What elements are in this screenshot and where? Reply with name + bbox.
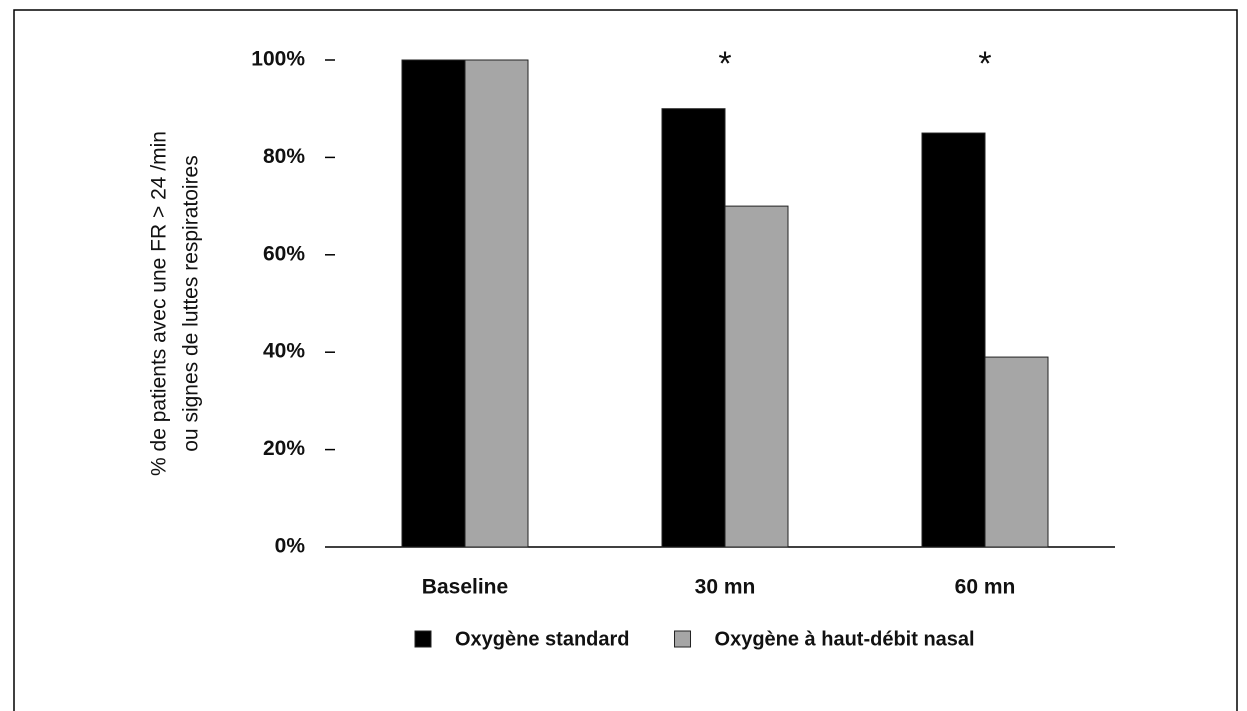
x-tick-label: 60 mn (955, 576, 1016, 599)
y-tick-label: 20% (263, 437, 305, 460)
y-tick-label: 60% (263, 242, 305, 265)
legend-swatch (674, 630, 692, 648)
bar (661, 108, 726, 548)
bar (464, 59, 529, 548)
legend-label: Oxygène standard (455, 628, 630, 650)
bar (921, 132, 986, 548)
y-tick-label: 40% (263, 340, 305, 363)
annotation: * (978, 45, 991, 83)
y-tick-label: 100% (251, 48, 305, 71)
bar (724, 205, 789, 548)
bar (401, 59, 466, 548)
x-tick-label: 30 mn (695, 576, 756, 599)
x-tick-label: Baseline (422, 576, 508, 599)
y-tick-label: 80% (263, 145, 305, 168)
legend-swatch (414, 630, 432, 648)
y-axis-label: % de patients avec une FR > 24 /min (148, 131, 171, 476)
bar (984, 356, 1049, 548)
y-axis-label: ou signes de luttes respiratoires (180, 155, 203, 452)
annotation: * (718, 45, 731, 83)
y-tick-label: 0% (275, 535, 306, 558)
frame (13, 9, 1238, 711)
legend-label: Oxygène à haut-débit nasal (715, 628, 975, 650)
